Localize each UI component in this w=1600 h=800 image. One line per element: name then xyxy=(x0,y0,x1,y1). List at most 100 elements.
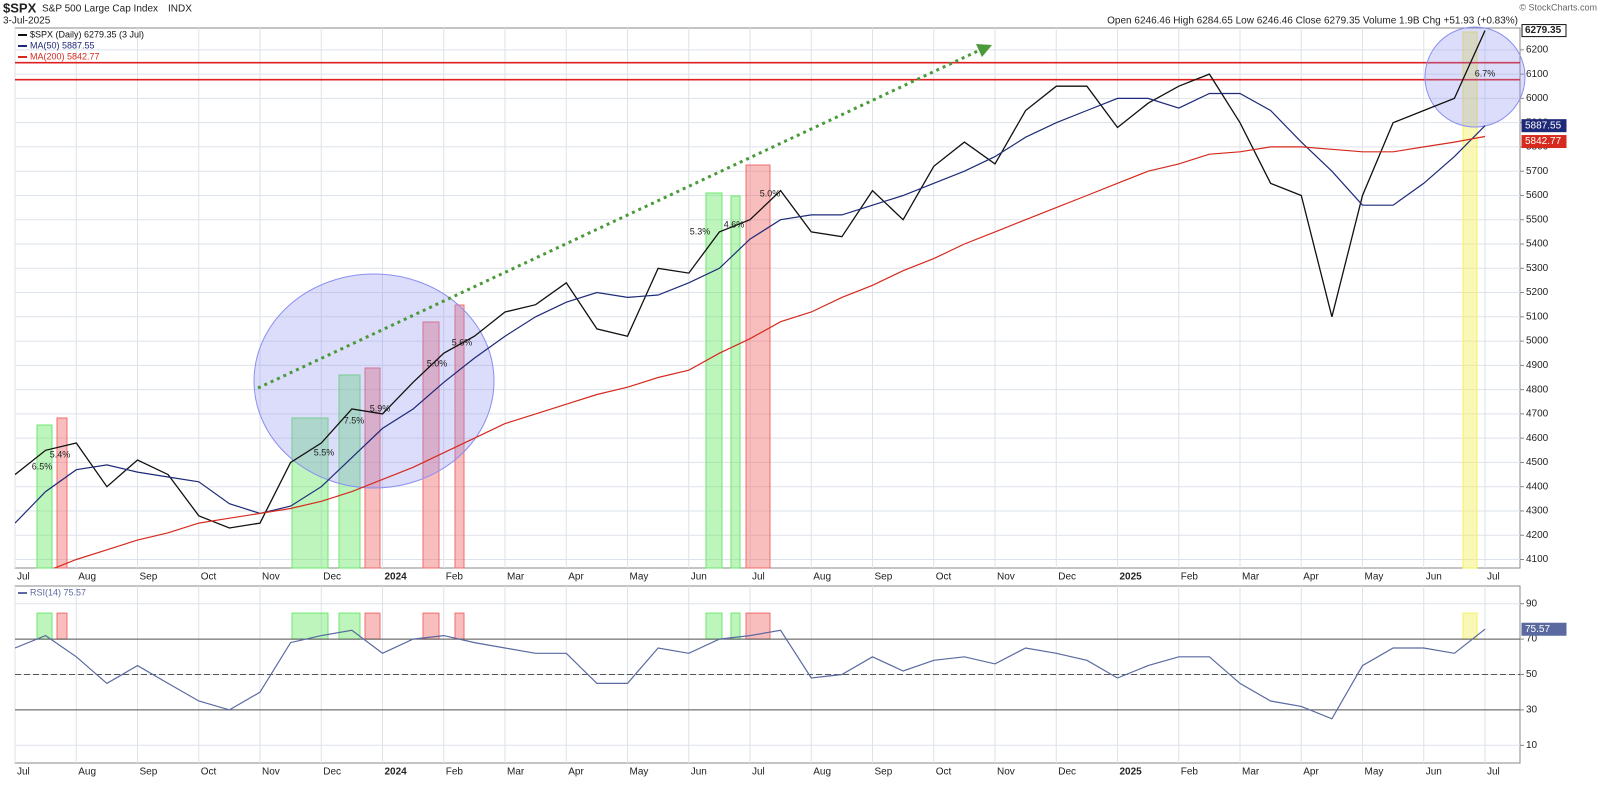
index-name: S&P 500 Large Cap Index xyxy=(42,4,158,15)
x-tick-label: Apr xyxy=(1303,572,1319,583)
price-panel xyxy=(14,27,1521,569)
y-tick-label: 5700 xyxy=(1526,166,1549,177)
x-tick-label: Feb xyxy=(1181,767,1199,778)
y-tick-label: 4300 xyxy=(1526,506,1549,517)
highlight-band xyxy=(56,417,68,569)
percent-annotation: 5.9% xyxy=(370,403,391,413)
highlight-band xyxy=(338,374,361,569)
legend-entry: $SPX (Daily) 6279.35 (3 Jul) xyxy=(30,29,144,39)
y-tick-label: 4500 xyxy=(1526,457,1549,468)
legend-entry: MA(50) 5887.55 xyxy=(30,40,95,50)
percent-annotation: 5.0% xyxy=(760,188,781,198)
x-tick-label: 2025 xyxy=(1120,572,1143,583)
x-tick-label: Oct xyxy=(201,767,217,778)
x-tick-label: Oct xyxy=(201,572,217,583)
percent-annotation: 6.5% xyxy=(32,461,53,471)
x-tick-label: May xyxy=(630,572,649,583)
percent-annotation: 5.3% xyxy=(690,226,711,236)
x-tick-label: Aug xyxy=(813,767,831,778)
x-tick-label: Jun xyxy=(1426,767,1442,778)
x-tick-label: Nov xyxy=(262,767,280,778)
highlight-circle xyxy=(253,273,495,489)
percent-annotation: 6.7% xyxy=(1475,68,1496,78)
highlight-band xyxy=(730,195,741,569)
date: 3-Jul-2025 xyxy=(3,16,51,27)
y-tick-label: 5200 xyxy=(1526,287,1549,298)
exchange: INDX xyxy=(168,4,192,15)
x-tick-label: Jul xyxy=(17,767,30,778)
x-tick-label: Dec xyxy=(323,767,341,778)
x-tick-label: Apr xyxy=(568,572,584,583)
highlight-circle xyxy=(1424,26,1526,128)
x-tick-label: Sep xyxy=(140,572,158,583)
x-tick-label: Mar xyxy=(1242,572,1260,583)
x-tick-label: Jun xyxy=(1426,572,1442,583)
arrow-head xyxy=(976,44,992,57)
x-tick-label: Nov xyxy=(997,572,1015,583)
highlight-band xyxy=(705,192,723,569)
x-tick-label: Aug xyxy=(78,572,96,583)
highlight-band xyxy=(1462,612,1478,640)
x-tick-label: Jun xyxy=(691,572,707,583)
last-value-box xyxy=(1521,135,1567,149)
last-value-label: 5887.55 xyxy=(1525,120,1562,131)
last-value-box xyxy=(1521,119,1567,133)
percent-annotation: 5.0% xyxy=(427,358,448,368)
percent-annotation: 5.5% xyxy=(314,447,335,457)
x-tick-label: Sep xyxy=(875,572,893,583)
x-tick-label: Feb xyxy=(446,572,464,583)
x-tick-label: May xyxy=(1365,767,1384,778)
highlight-band xyxy=(705,612,723,640)
x-tick-label: Nov xyxy=(997,767,1015,778)
symbol: $SPX xyxy=(3,0,37,15)
y-tick-label: 5400 xyxy=(1526,239,1549,250)
y-tick-label: 6000 xyxy=(1526,93,1549,104)
y-tick-label: 4100 xyxy=(1526,554,1549,565)
percent-annotation: 4.6% xyxy=(724,219,745,229)
x-tick-label: Oct xyxy=(936,572,952,583)
legend-entry: RSI(14) 75.57 xyxy=(30,587,86,597)
highlight-band xyxy=(422,612,440,640)
x-tick-label: 2024 xyxy=(385,767,408,778)
x-tick-label: Sep xyxy=(140,767,158,778)
x-tick-label: Jun xyxy=(691,767,707,778)
x-tick-label: May xyxy=(630,767,649,778)
x-tick-label: 2024 xyxy=(385,572,408,583)
x-tick-label: Mar xyxy=(1242,767,1260,778)
x-tick-label: Dec xyxy=(323,572,341,583)
y-tick-label: 70 xyxy=(1526,634,1538,645)
legend-entry: MA(200) 5842.77 xyxy=(30,51,100,61)
y-tick-label: 4200 xyxy=(1526,530,1549,541)
x-tick-label: Oct xyxy=(936,767,952,778)
percent-annotation: 7.5% xyxy=(344,415,365,425)
y-tick-label: 4700 xyxy=(1526,409,1549,420)
x-tick-label: Apr xyxy=(568,767,584,778)
quote: Open 6246.46 High 6284.65 Low 6246.46 Cl… xyxy=(1107,16,1518,27)
last-value-label: 6279.35 xyxy=(1525,25,1562,36)
highlight-band xyxy=(338,612,361,640)
highlight-band xyxy=(730,612,741,640)
x-tick-label: Jul xyxy=(1487,572,1500,583)
y-tick-label: 4600 xyxy=(1526,433,1549,444)
x-tick-label: Jul xyxy=(1487,767,1500,778)
series-line xyxy=(53,135,1486,568)
last-value-box xyxy=(1521,622,1567,636)
x-tick-label: Apr xyxy=(1303,767,1319,778)
y-tick-label: 90 xyxy=(1526,598,1538,609)
last-value-label: 75.57 xyxy=(1525,624,1550,635)
y-tick-label: 5300 xyxy=(1526,263,1549,274)
credit: © StockCharts.com xyxy=(1519,2,1597,12)
y-tick-label: 5100 xyxy=(1526,311,1549,322)
y-tick-label: 5000 xyxy=(1526,336,1549,347)
y-tick-label: 30 xyxy=(1526,705,1538,716)
x-tick-label: Nov xyxy=(262,572,280,583)
x-tick-label: Mar xyxy=(507,767,525,778)
percent-annotation: 5.4% xyxy=(50,449,71,459)
x-tick-label: Aug xyxy=(813,572,831,583)
last-value-box xyxy=(1521,24,1567,38)
x-tick-label: Dec xyxy=(1058,767,1076,778)
y-tick-label: 5600 xyxy=(1526,190,1549,201)
y-tick-label: 6200 xyxy=(1526,44,1549,55)
